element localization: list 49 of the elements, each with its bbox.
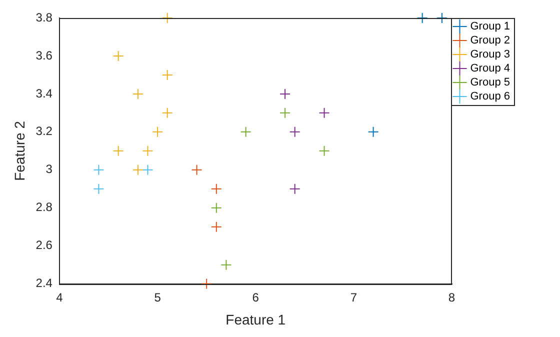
x-tick-label: 4 xyxy=(56,290,64,304)
y-axis-title: Feature 2 xyxy=(11,120,28,181)
point xyxy=(162,69,173,80)
point xyxy=(318,145,330,156)
point xyxy=(210,183,222,194)
y-tick-label: 2.8 xyxy=(36,200,53,214)
point xyxy=(280,88,291,100)
point xyxy=(318,107,330,118)
point xyxy=(132,164,144,176)
point xyxy=(416,12,428,24)
point xyxy=(112,50,124,62)
x-tick-label: 5 xyxy=(154,290,162,304)
x-tick-label: 7 xyxy=(350,290,358,304)
y-tick-label: 3 xyxy=(46,162,53,176)
point xyxy=(191,164,202,176)
y-tick-label: 3.2 xyxy=(36,124,53,138)
point xyxy=(289,126,300,138)
y-tick-label: 3.6 xyxy=(36,48,53,62)
point xyxy=(210,221,222,232)
y-tick-label: 2.4 xyxy=(36,276,53,290)
point xyxy=(289,183,300,194)
legend-label: Group 3 xyxy=(470,48,510,61)
point xyxy=(112,145,124,156)
x-tick-label: 6 xyxy=(252,290,260,304)
point xyxy=(162,107,173,118)
x-axis-title: Feature 1 xyxy=(226,311,286,328)
point xyxy=(436,12,448,24)
legend-label: Group 2 xyxy=(470,34,510,47)
x-tick-label: 8 xyxy=(448,290,456,304)
point xyxy=(220,259,232,270)
point xyxy=(162,12,173,24)
point xyxy=(142,164,154,176)
point xyxy=(280,107,291,118)
point xyxy=(142,145,154,156)
point xyxy=(93,164,104,176)
y-tick-label: 3.4 xyxy=(36,86,53,100)
point xyxy=(368,126,379,138)
legend-label: Group 4 xyxy=(470,62,510,75)
point xyxy=(210,202,222,214)
y-tick-label: 3.8 xyxy=(36,10,53,24)
point xyxy=(201,278,212,290)
point xyxy=(152,126,164,138)
y-tick-label: 2.6 xyxy=(36,238,53,252)
point xyxy=(132,88,144,100)
legend-label: Group 6 xyxy=(470,90,510,103)
point xyxy=(240,126,252,138)
legend-label: Group 5 xyxy=(470,76,510,89)
point xyxy=(93,183,104,194)
legend-label: Group 1 xyxy=(470,20,510,33)
